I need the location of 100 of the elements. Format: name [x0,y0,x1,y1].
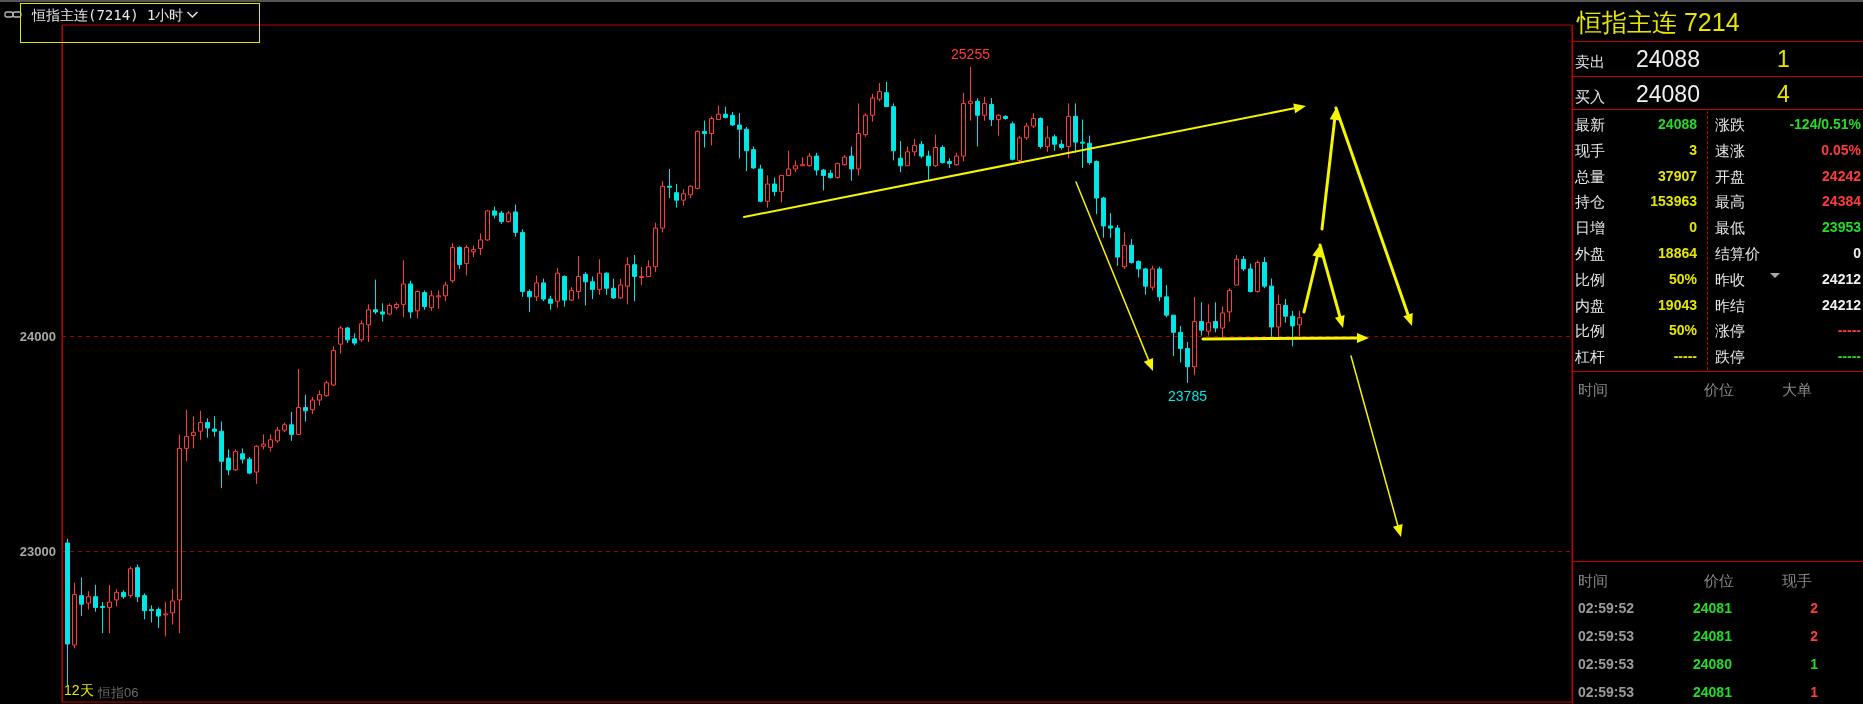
candlestick [730,111,735,127]
candlestick [226,448,231,476]
candlestick [716,105,721,121]
candlestick [1164,284,1169,318]
candlestick [667,168,672,199]
candlestick [408,280,413,319]
text: 02:59:52 [1578,600,1635,616]
candlestick [128,566,133,599]
text: 杠杆 [1575,347,1605,365]
candlestick [905,145,910,167]
candlestick [1206,303,1211,337]
candlestick [114,588,119,607]
candlestick [1199,301,1204,337]
candlestick [1066,102,1071,159]
candlestick [555,267,560,309]
candlestick [436,289,441,310]
candlestick [443,281,448,302]
candlestick [233,448,238,472]
candlestick [1241,255,1246,272]
text: 24081 [1693,628,1732,644]
candlestick [639,266,644,286]
annotation: 恒指06 [98,684,139,700]
candlestick [996,113,1001,137]
text: 持仓 [1575,192,1605,210]
candlestick [527,288,532,313]
candlestick [576,255,581,300]
candlestick [849,145,854,182]
y-tick-label: 23000 [19,544,56,560]
candlestick [492,206,497,219]
candlestick [1017,135,1022,165]
candlestick [548,295,553,311]
candlestick [373,279,378,315]
text: 19043 [1658,296,1697,313]
candlestick [940,144,945,165]
text: 时间 [1578,380,1608,398]
text: 24080 [1636,80,1700,107]
candlestick [835,162,840,180]
candlestick [289,411,294,442]
candlestick [898,140,903,173]
candlestick [926,150,931,182]
candlestick [296,368,301,435]
candlestick [121,589,126,600]
candlestick [709,115,714,146]
candlestick [842,154,847,167]
candlestick [415,289,420,319]
candlestick [191,415,196,449]
candlestick [1136,259,1141,279]
candlestick [1080,119,1085,169]
candlestick [765,174,770,209]
text: 时间 [1578,571,1608,589]
candlestick [352,332,357,346]
text: 最低 [1715,218,1745,236]
candlestick [961,92,966,162]
candlestick [1234,254,1239,286]
candlestick [807,152,812,168]
candlestick [1255,259,1260,294]
candlestick [1297,310,1302,338]
text: 最新 [1575,115,1605,133]
candlestick [821,168,826,191]
candlestick [688,184,693,199]
candlestick [100,601,105,634]
candlestick [520,228,525,298]
candlestick [541,278,546,302]
candlestick [632,254,637,302]
text: 价位 [1704,380,1734,398]
candlestick [1192,296,1197,376]
text: 速涨 [1715,141,1745,159]
text: 内盘 [1575,296,1605,314]
text: 37907 [1658,167,1697,184]
candlestick [268,433,273,453]
text: 3 [1689,141,1697,158]
text: 24081 [1693,684,1732,700]
candlestick [583,271,588,306]
candlestick [646,259,651,277]
text: 大单 [1782,380,1812,398]
candlestick [513,203,518,238]
candlestick [1227,287,1232,323]
text: -124/0.51% [1789,116,1861,132]
text: ----- [1837,348,1861,365]
text: 1 [1777,45,1790,72]
candlestick [1129,238,1134,265]
candlestick [450,242,455,284]
chart-title: 恒指主连(7214) 1小时 [32,7,184,23]
candlestick [1115,224,1120,267]
candlestick [933,134,938,168]
candlestick [170,588,175,626]
text: 24212 [1822,296,1861,313]
candlestick [618,278,623,300]
candlestick [142,592,147,620]
candlestick [723,106,728,119]
candlestick [597,258,602,296]
candlestick [324,380,329,398]
candlestick [303,394,308,423]
text: 24384 [1822,193,1861,210]
text: 现手 [1782,571,1812,589]
candlestick [359,320,364,343]
candlestick [702,120,707,148]
candlestick [156,606,161,629]
candlestick [737,112,742,159]
candlestick [590,275,595,300]
